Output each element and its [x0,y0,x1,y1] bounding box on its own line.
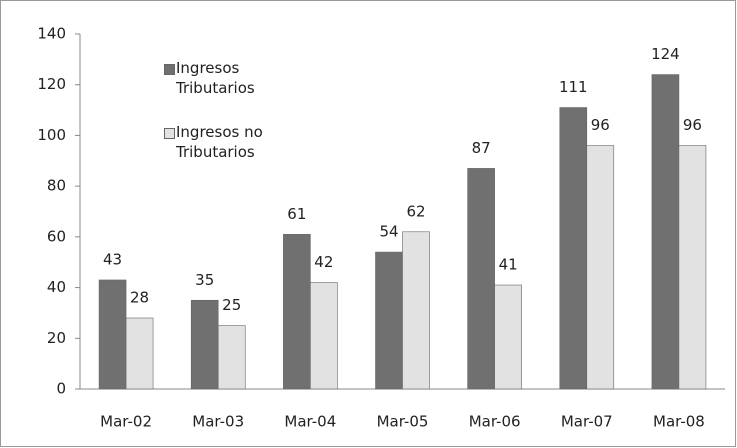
value-label: 62 [406,202,425,220]
bar [98,279,127,390]
value-label: 25 [222,296,241,314]
bar [494,284,522,390]
x-tick-label: Mar-04 [284,413,336,431]
y-tick-label: 120 [37,75,66,93]
value-label: 42 [314,253,333,271]
x-tick-label: Mar-06 [469,413,521,431]
value-label: 35 [195,271,214,289]
y-tick-label: 60 [47,227,66,245]
value-label: 43 [103,250,122,268]
y-tick-label: 0 [56,380,66,398]
x-tick-label: Mar-07 [561,413,613,431]
y-tick-label: 140 [37,25,66,43]
bar [310,282,338,390]
bar [467,168,495,390]
bar [190,299,219,390]
value-label: 87 [472,139,491,157]
bar [651,74,680,390]
bar [402,231,430,390]
value-label: 61 [287,205,306,223]
y-tick-label: 80 [47,177,66,195]
bar [586,145,615,390]
value-label: 54 [379,223,398,241]
bar [217,325,246,390]
x-tick-label: Mar-08 [653,413,705,431]
bar [678,145,707,390]
value-label: 28 [130,289,149,307]
x-tick-label: Mar-05 [377,413,429,431]
y-tick-label: 100 [37,126,66,144]
x-tick-label: Mar-03 [192,413,244,431]
x-tick-label: Mar-02 [100,413,152,431]
bar [559,107,588,390]
bar [283,234,311,390]
legend-swatch [164,64,175,75]
y-tick-label: 20 [47,329,66,347]
legend-swatch [164,128,175,139]
y-tick-label: 40 [47,278,66,296]
value-label: 96 [591,116,610,134]
value-label: 124 [651,45,680,63]
bar [125,317,154,390]
value-label: 111 [559,78,588,96]
value-label: 96 [683,116,702,134]
legend-label: Ingresos no Tributarios [176,123,263,161]
legend-label: Ingresos Tributarios [176,59,255,97]
bar [375,251,403,390]
value-label: 41 [499,256,518,274]
